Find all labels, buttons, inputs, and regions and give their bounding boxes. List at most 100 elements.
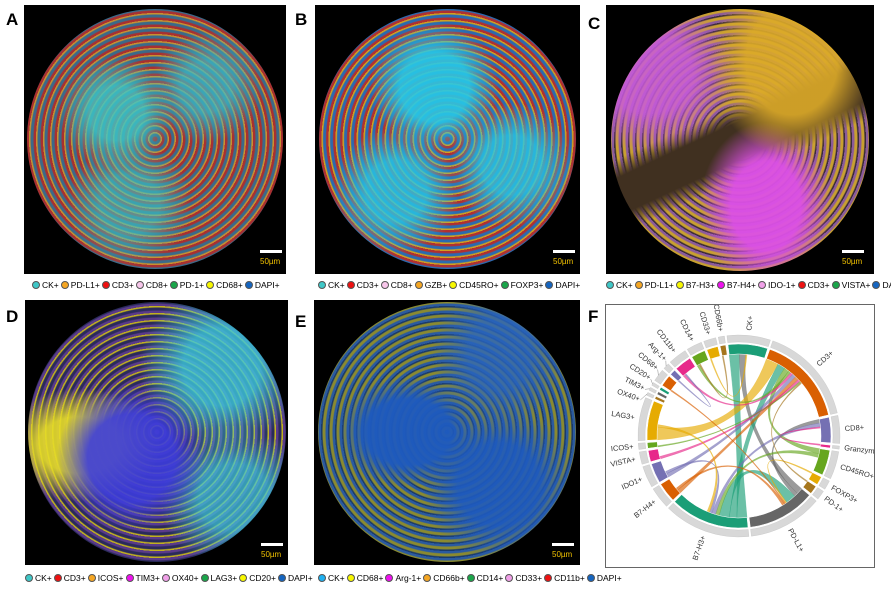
- tissue-core-a: [27, 9, 283, 269]
- tissue-core-d: [28, 302, 286, 562]
- chord-link: [779, 426, 821, 446]
- chord-sector: [766, 348, 829, 418]
- legend-label: CD68+: [356, 573, 384, 583]
- sector-label: CD33+: [698, 311, 714, 337]
- legend-swatch: [60, 281, 69, 289]
- legend-item: CD8+: [380, 280, 413, 290]
- legend-item: CK+: [606, 280, 633, 290]
- tissue-core-b: [319, 9, 576, 269]
- sector-tick-band: [646, 392, 655, 399]
- legend-label: VISTA+: [841, 280, 871, 290]
- legend-label: DAPI+: [882, 280, 891, 290]
- legend-label: CD11b+: [554, 573, 585, 583]
- legend-label: FOXP3+: [510, 280, 544, 290]
- legend-item: CD3+: [101, 280, 134, 290]
- legend-label: DAPI+: [254, 280, 280, 290]
- sector-tick-band: [651, 382, 660, 389]
- chord-sector: [654, 395, 666, 404]
- legend-label: CD45RO+: [459, 280, 499, 290]
- panel-letter-e: E: [295, 312, 307, 331]
- scale-label: 50µm: [553, 257, 574, 266]
- sector-label: CD66b+: [712, 305, 726, 333]
- sector-tick-band: [669, 350, 690, 368]
- legend-item: OX40+: [161, 573, 199, 583]
- legend-label: GZB+: [424, 280, 448, 290]
- chord-sector: [748, 488, 810, 528]
- legend-item: IDO-1+: [757, 280, 796, 290]
- legend-swatch: [346, 281, 355, 289]
- panel-a-image: 50µm: [24, 5, 286, 274]
- legend-swatch: [161, 574, 170, 582]
- label-leader-line: [650, 379, 653, 384]
- legend-item: GZB+: [414, 280, 448, 290]
- chord-sector: [818, 416, 832, 444]
- legend-item: CD3+: [797, 280, 830, 290]
- label-leader-line: [657, 369, 659, 376]
- legend-item: CD3+: [346, 280, 379, 290]
- scale-bar: [261, 543, 283, 546]
- sector-tick-band: [648, 387, 657, 394]
- legend-item: CK+: [25, 573, 52, 583]
- legend-label: CD3+: [63, 573, 86, 583]
- sector-tick-band: [637, 397, 653, 441]
- chord-sector: [647, 448, 661, 463]
- sector-label: ICOS+: [610, 442, 634, 453]
- legend-swatch: [634, 281, 643, 289]
- legend-swatch: [500, 281, 509, 289]
- legend-swatch: [544, 574, 553, 582]
- sector-label: B7-H3+: [691, 534, 708, 562]
- panel-c-image: 50µm: [606, 5, 874, 274]
- legend-item: DAPI+: [872, 280, 891, 290]
- legend-swatch: [169, 281, 178, 289]
- legend-label: CD8+: [390, 280, 413, 290]
- legend-label: Arg-1+: [395, 573, 422, 583]
- sector-tick-band: [654, 370, 668, 385]
- legend-c: CK+ PD-L1+ B7-H3+ B7-H4+ IDO-1+ CD3+ VISTA+ DAP…: [606, 280, 891, 290]
- sector-tick-band: [830, 415, 841, 444]
- legend-label: LAG3+: [210, 573, 238, 583]
- legend-swatch: [606, 281, 614, 289]
- chord-sector: [651, 460, 669, 483]
- legend-label: CD14+: [476, 573, 504, 583]
- panel-letter-d: D: [6, 307, 19, 326]
- legend-label: CD3+: [356, 280, 379, 290]
- panel-letter-b: B: [295, 10, 308, 29]
- legend-swatch: [716, 281, 725, 289]
- legend-label: B7-H4+: [726, 280, 756, 290]
- legend-label: CK+: [35, 573, 52, 583]
- legend-label: PD-L1+: [644, 280, 674, 290]
- legend-item: CK+: [318, 280, 345, 290]
- legend-swatch: [101, 281, 110, 289]
- sector-label: PD-L1+: [786, 527, 806, 554]
- chord-sector: [691, 350, 709, 366]
- legend-swatch: [277, 574, 286, 582]
- chord-sector: [670, 369, 682, 382]
- sector-tick-band: [703, 337, 718, 349]
- legend-item: VISTA+: [831, 280, 871, 290]
- chord-sector: [660, 478, 681, 501]
- sector-tick-band: [818, 477, 830, 490]
- legend-a: CK+ PD-L1+ CD3+ CD8+ PD-1+ CD68+ DAPI+: [32, 280, 282, 290]
- legend-item: CD14+: [466, 573, 504, 583]
- panel-d-image: 50µm: [25, 300, 288, 565]
- sector-label: CK+: [744, 315, 754, 331]
- sector-label: LAG3+: [611, 409, 636, 422]
- panel-letter-c: C: [588, 14, 601, 33]
- legend-label: IDO-1+: [767, 280, 796, 290]
- scale-bar: [260, 250, 282, 253]
- legend-item: DAPI+: [545, 280, 580, 290]
- tissue-core-c: [611, 9, 869, 271]
- legend-label: CD8+: [145, 280, 168, 290]
- sector-label: IDO1+: [620, 474, 644, 491]
- legend-swatch: [32, 281, 40, 289]
- chord-sector: [706, 346, 721, 360]
- legend-item: CD20+: [239, 573, 276, 583]
- legend-swatch: [414, 281, 423, 289]
- chord-sector: [646, 441, 659, 449]
- sector-tick-band: [638, 442, 647, 450]
- legend-swatch: [466, 574, 475, 582]
- chord-sector: [808, 472, 822, 485]
- scale-label: 50µm: [552, 550, 573, 559]
- legend-item: PD-L1+: [634, 280, 674, 290]
